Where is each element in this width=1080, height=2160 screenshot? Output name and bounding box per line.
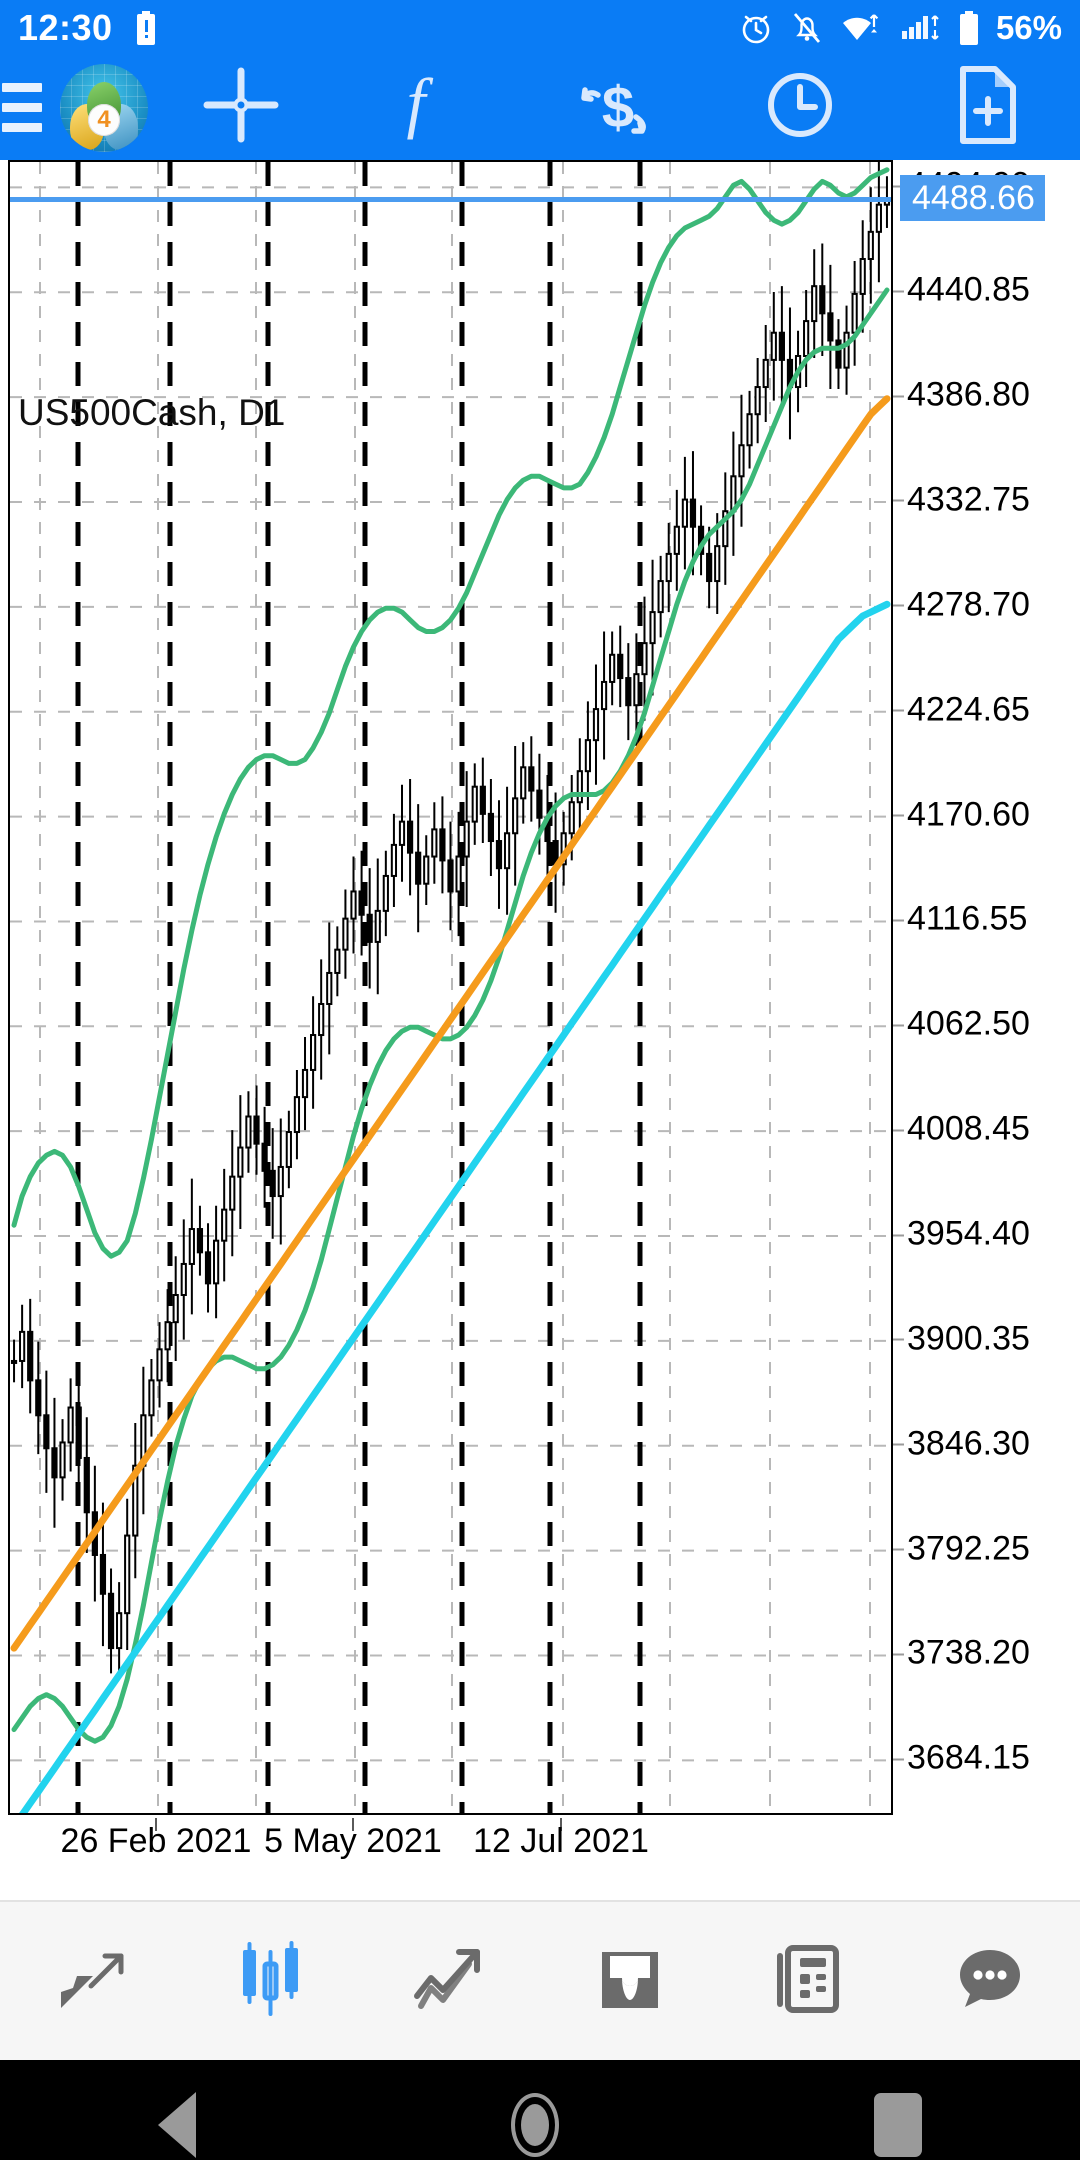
app-toolbar: 4 f $ (0, 55, 1080, 160)
date-axis-tick: 26 Feb 2021 (60, 1822, 252, 1860)
price-axis-tick: 4008.45 (893, 1110, 1030, 1149)
nav-trade[interactable] (360, 1901, 540, 2061)
status-bar-clock: 12:30 (18, 6, 113, 48)
price-axis-tick: 4062.50 (893, 1005, 1030, 1044)
chart-symbol-label: US500Cash, D1 (18, 392, 286, 433)
price-axis-tick: 3900.35 (893, 1319, 1030, 1358)
hamburger-menu-icon[interactable] (0, 83, 52, 132)
date-axis-tick-mark (352, 1818, 354, 1831)
price-axis[interactable]: 4494.904440.854386.804332.754278.704224.… (893, 160, 1080, 1815)
price-axis-tick: 3846.30 (893, 1424, 1030, 1463)
price-axis-tick: 4332.75 (893, 480, 1030, 519)
crosshair-tool-button[interactable] (148, 55, 334, 160)
trade-button[interactable]: $ (521, 55, 707, 160)
price-axis-tick: 4386.80 (893, 376, 1030, 415)
price-axis-tick: 4224.65 (893, 690, 1030, 729)
nav-recents-button[interactable] (874, 2093, 923, 2157)
chart-container[interactable]: US500Cash, D1 4494.904440.854386.804332.… (0, 160, 1080, 1900)
chart-svg (10, 162, 891, 1813)
notifications-off-icon (790, 10, 824, 46)
date-axis-tick: 5 May 2021 (264, 1822, 442, 1860)
price-axis-tick: 4278.70 (893, 585, 1030, 624)
chat-bubble-icon (947, 1936, 1033, 2027)
battery-icon (958, 10, 980, 45)
inbox-icon (590, 1936, 670, 2027)
bottom-navigation (0, 1900, 1080, 2060)
nav-chat[interactable] (900, 1901, 1080, 2061)
nav-charts[interactable] (180, 1901, 360, 2061)
dollar-arrows-icon: $ (574, 65, 654, 150)
nav-history[interactable] (540, 1901, 720, 2061)
price-axis-tick: 3684.15 (893, 1739, 1030, 1778)
alarm-icon (738, 10, 774, 46)
price-axis-tick: 4170.60 (893, 795, 1030, 834)
two-way-arrows-icon (47, 1936, 133, 2027)
price-axis-tick: 4116.55 (893, 900, 1027, 939)
clock-icon (764, 69, 836, 146)
date-axis-tick-mark (560, 1818, 562, 1831)
price-axis-tick: 3792.25 (893, 1529, 1030, 1568)
svg-text:f: f (406, 65, 433, 140)
battery-percent-label: 56% (995, 8, 1062, 46)
document-plus-icon (955, 65, 1019, 150)
battery-alert-icon (135, 10, 157, 45)
date-axis-tick-mark (155, 1818, 157, 1831)
function-f-icon: f (398, 64, 458, 150)
current-price-badge: 4488.66 (900, 174, 1045, 221)
price-axis-tick: 4440.85 (893, 271, 1030, 310)
nav-back-button[interactable] (157, 2092, 196, 2158)
price-axis-tick: 3954.40 (893, 1215, 1030, 1254)
new-chart-button[interactable] (894, 55, 1080, 160)
candlestick-icon (229, 1936, 311, 2027)
price-axis-tick: 3738.20 (893, 1634, 1030, 1673)
date-axis-tick: 12 Jul 2021 (473, 1822, 649, 1860)
cell-signal-icon (898, 11, 942, 45)
logo-badge-number: 4 (88, 103, 120, 136)
crosshair-icon (203, 67, 279, 148)
trend-arrow-icon (407, 1936, 493, 2027)
status-bar: 12:30 56% (0, 0, 1080, 55)
chart-plot-area[interactable] (8, 160, 893, 1815)
indicators-button[interactable]: f (334, 55, 520, 160)
android-navigation-bar (0, 2060, 1080, 2160)
metatrader4-logo[interactable]: 4 (60, 63, 148, 152)
nav-news[interactable] (720, 1901, 900, 2061)
wifi-icon (840, 11, 882, 45)
timeframe-button[interactable] (707, 55, 893, 160)
nav-quotes[interactable] (0, 1901, 180, 2061)
date-axis[interactable]: 26 Feb 2021 5 May 2021 12 Jul 2021 (8, 1818, 893, 1888)
svg-text:$: $ (602, 75, 634, 140)
newspaper-icon (770, 1936, 850, 2027)
nav-home-button[interactable] (510, 2093, 559, 2157)
